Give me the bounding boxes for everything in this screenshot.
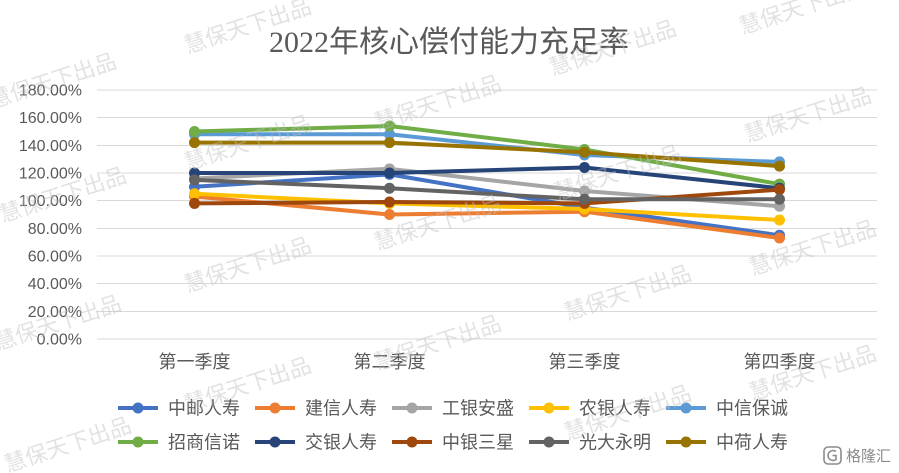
data-point xyxy=(384,137,395,149)
legend-dot-marker xyxy=(132,436,144,448)
x-tick-label: 第三季度 xyxy=(549,352,621,372)
x-tick-label: 第二季度 xyxy=(354,352,426,372)
series-9 xyxy=(189,174,785,205)
data-point xyxy=(384,167,395,179)
legend-label: 工银安盛 xyxy=(442,399,514,419)
y-tick-label: 80.00% xyxy=(28,221,82,238)
watermark: 慧保天下出品 xyxy=(1,413,134,473)
legend-label: 建信人寿 xyxy=(305,399,377,419)
series-line xyxy=(192,194,782,240)
y-tick-label: 160.00% xyxy=(19,110,82,127)
watermark: 慧保天下出品 xyxy=(0,49,119,114)
x-tick-label: 第一季度 xyxy=(159,352,231,372)
series-7 xyxy=(189,161,785,194)
legend-item: 交银人寿 xyxy=(255,433,377,453)
watermark: 慧保天下出品 xyxy=(741,83,874,148)
y-tick-label: 40.00% xyxy=(28,276,82,293)
data-point xyxy=(579,161,590,173)
watermark: 慧保天下出品 xyxy=(736,0,869,39)
data-point xyxy=(189,137,200,149)
y-tick-label: 120.00% xyxy=(19,166,82,183)
data-point xyxy=(189,126,200,137)
data-point xyxy=(774,184,785,196)
legend-label: 中荷人寿 xyxy=(716,433,788,453)
data-point xyxy=(189,188,200,200)
legend-item: 光大永明 xyxy=(529,433,651,453)
legend-dot-marker xyxy=(543,402,555,414)
watermark: 慧保天下出品 xyxy=(371,71,504,136)
data-point xyxy=(384,120,395,132)
legend-label: 招商信诺 xyxy=(168,433,240,453)
series-line xyxy=(192,172,782,238)
legend-item: 中荷人寿 xyxy=(666,433,788,453)
data-point xyxy=(774,232,785,244)
series-line xyxy=(192,177,782,202)
data-point xyxy=(384,182,395,194)
legend-dot-marker xyxy=(680,402,692,414)
legend-item: 中信保诚 xyxy=(666,399,788,419)
data-point xyxy=(189,174,200,186)
series-line xyxy=(192,140,782,169)
series-10 xyxy=(189,137,785,172)
gelonghui-logo-text: 格隆汇 xyxy=(846,448,891,465)
legend-item: 中邮人寿 xyxy=(118,399,240,419)
legend-dot-marker xyxy=(406,402,418,414)
data-point xyxy=(384,128,395,140)
data-point xyxy=(579,185,590,197)
legend-item: 工银安盛 xyxy=(392,399,514,419)
x-tick-label: 第四季度 xyxy=(744,352,816,372)
y-axis-tick-labels: 0.00% 20.00% 40.00% 60.00% 80.00% 100.00% 120.… xyxy=(19,83,82,349)
watermark: 慧保天下出品 xyxy=(181,233,314,298)
y-tick-label: 20.00% xyxy=(28,304,82,321)
legend-dot-marker xyxy=(680,436,692,448)
data-point xyxy=(579,146,590,158)
watermark: 慧保天下出品 xyxy=(746,216,879,281)
gelonghui-logo-icon xyxy=(823,446,842,465)
legend-dot-marker xyxy=(543,436,555,448)
watermark: 慧保天下出品 xyxy=(746,341,879,406)
series-line xyxy=(192,124,782,187)
series-line xyxy=(192,165,782,191)
data-point xyxy=(384,196,395,208)
y-tick-label: 100.00% xyxy=(19,193,82,210)
y-tick-label: 60.00% xyxy=(28,249,82,266)
legend-label: 中银三星 xyxy=(442,433,514,453)
y-tick-label: 180.00% xyxy=(19,83,82,100)
series-line xyxy=(192,187,782,206)
series-group xyxy=(189,120,785,244)
data-point xyxy=(579,193,590,205)
watermark: 慧保天下出品 xyxy=(371,311,504,376)
legend-item: 招商信诺 xyxy=(118,433,240,453)
gridlines xyxy=(97,89,877,340)
legend-item: 建信人寿 xyxy=(255,399,377,419)
data-point xyxy=(774,160,785,172)
legend-item: 农银人寿 xyxy=(529,399,651,419)
legend-label: 中信保诚 xyxy=(716,399,788,419)
data-point xyxy=(774,214,785,226)
data-point xyxy=(189,197,200,209)
legend-label: 中邮人寿 xyxy=(168,399,240,419)
y-tick-label: 0.00% xyxy=(37,332,82,349)
series-line xyxy=(192,191,782,222)
legend-item: 中银三星 xyxy=(392,433,514,453)
legend-label: 光大永明 xyxy=(579,433,651,453)
gelonghui-logo: 格隆汇 xyxy=(823,446,891,465)
x-axis-tick-labels: 第一季度 第二季度 第三季度 第四季度 xyxy=(159,352,816,372)
watermark: 慧保天下出品 xyxy=(561,261,694,326)
data-point xyxy=(384,209,395,220)
chart-title: 2022年核心偿付能力充足率 xyxy=(269,26,629,59)
legend-dot-marker xyxy=(406,436,418,448)
legend-label: 交银人寿 xyxy=(305,433,377,453)
data-point xyxy=(774,193,785,205)
legend-dot-marker xyxy=(132,402,144,414)
legend-dot-marker xyxy=(269,436,281,448)
legend-label: 农银人寿 xyxy=(579,399,651,419)
y-tick-label: 140.00% xyxy=(19,138,82,155)
legend-dot-marker xyxy=(269,402,281,414)
